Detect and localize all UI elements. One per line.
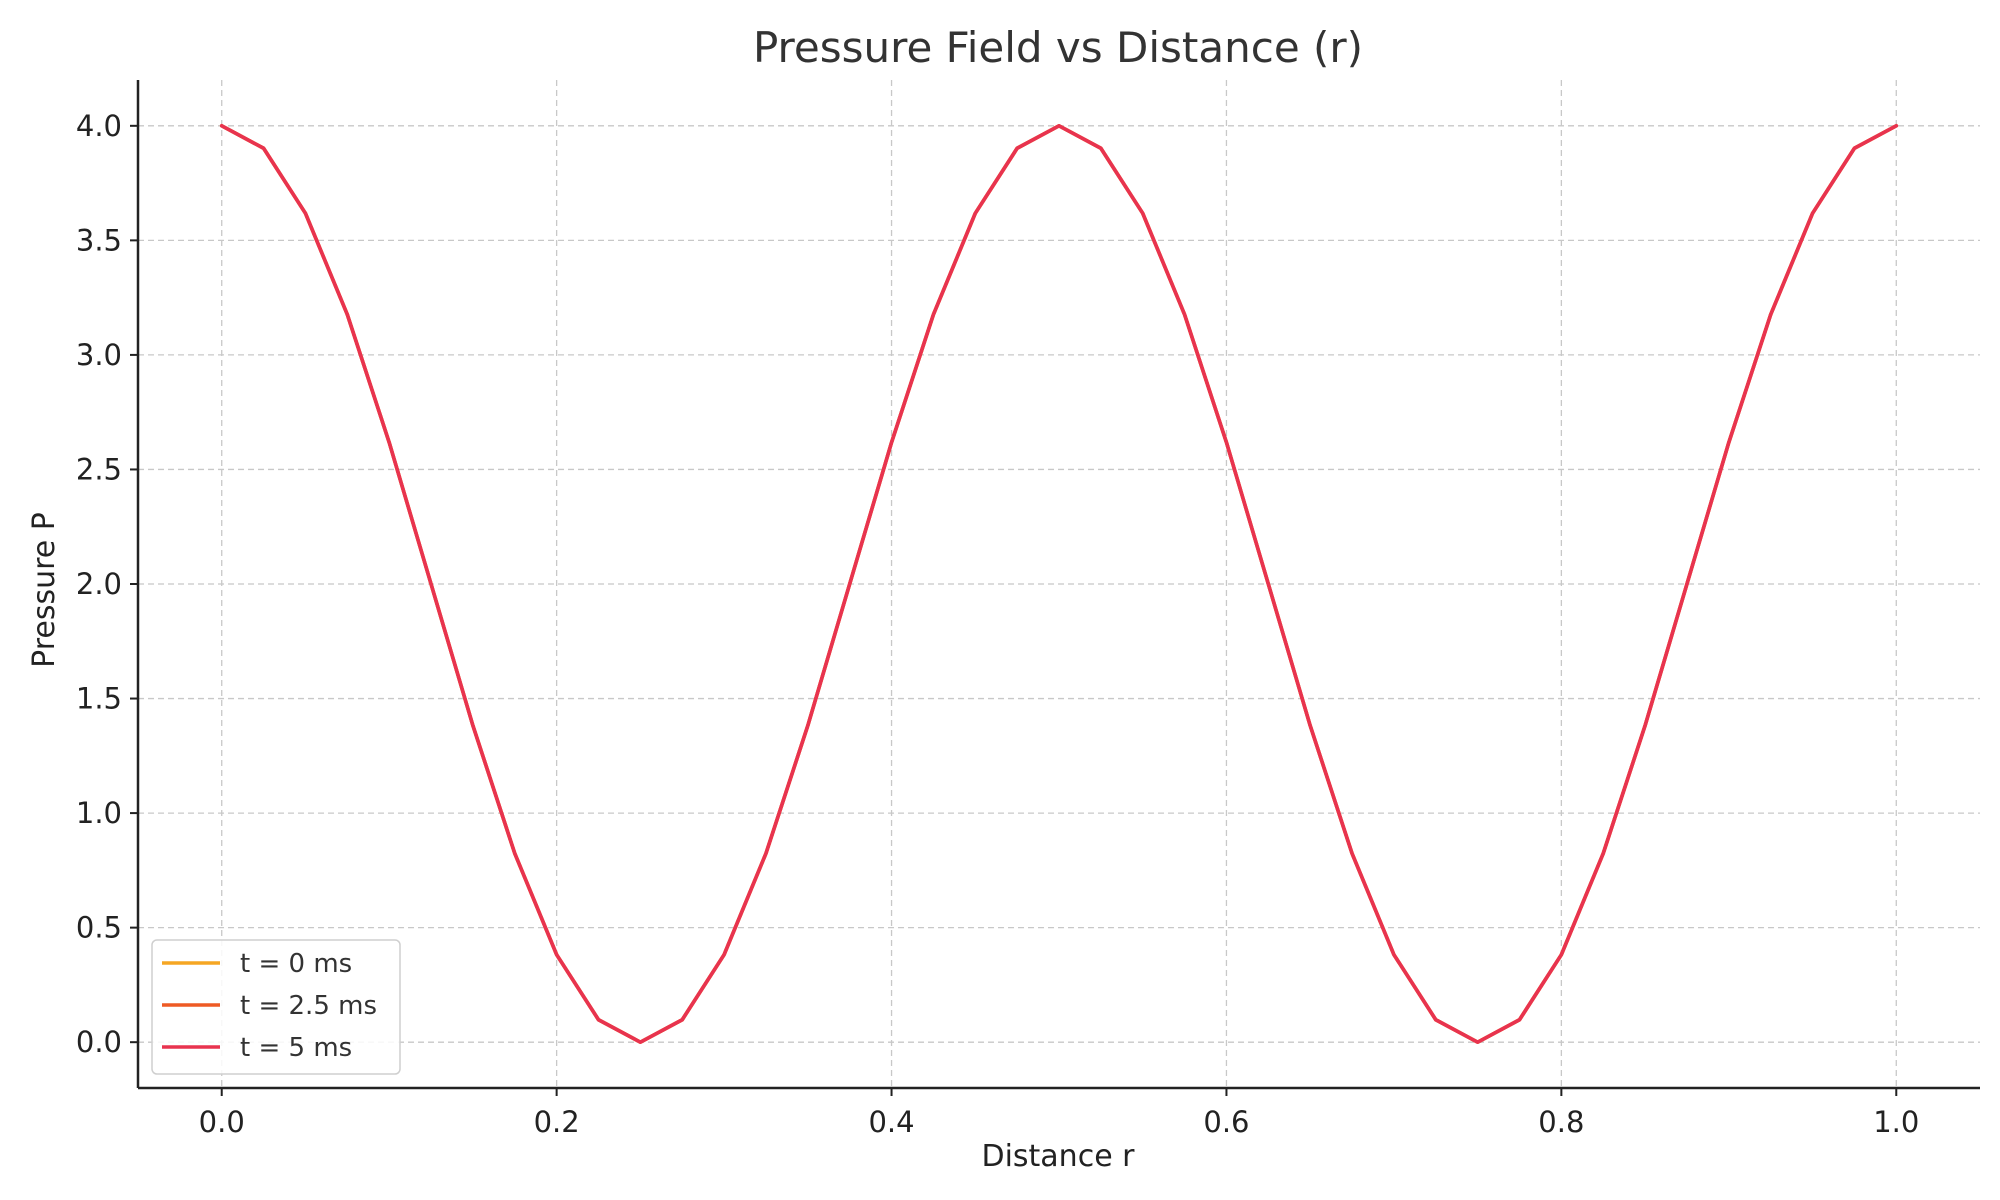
y-tick-label: 3.5 (76, 223, 122, 257)
legend-label: t = 0 ms (240, 949, 352, 979)
y-tick-label: 0.5 (76, 911, 122, 945)
y-tick-label: 0.0 (76, 1025, 122, 1059)
y-tick-label: 2.0 (76, 567, 122, 601)
legend-entries: t = 0 ms t = 2.5 ms t = 5 ms (162, 949, 377, 1063)
legend-box (151, 939, 401, 1075)
legend: t = 0 ms t = 2.5 ms t = 5 ms (151, 939, 401, 1075)
series-line-2 (219, 124, 1899, 1044)
grid (138, 80, 1980, 1088)
x-tick-label: 1.0 (1873, 1105, 1919, 1139)
y-tick-label: 1.0 (76, 796, 122, 830)
tick-labels: 0.0 0.2 0.4 0.6 0.8 1.0 0.0 0.5 1.0 1.5 2.0 2.5 3.0 3… (76, 109, 1919, 1139)
x-tick-label: 0.0 (199, 1105, 245, 1139)
x-tick-label: 0.4 (868, 1105, 914, 1139)
x-tick-label: 0.2 (534, 1105, 580, 1139)
y-axis-label: Pressure P (27, 512, 62, 668)
y-tick-label: 4.0 (76, 109, 122, 143)
series-lines (219, 124, 1899, 1044)
y-tick-label: 1.5 (76, 682, 122, 716)
axes (130, 80, 1980, 1096)
y-tick-label: 2.5 (76, 452, 122, 486)
x-tick-label: 0.8 (1538, 1105, 1584, 1139)
chart-title: Pressure Field vs Distance (r) (753, 23, 1363, 72)
x-tick-label: 0.6 (1203, 1105, 1249, 1139)
legend-label: t = 2.5 ms (240, 991, 377, 1021)
y-tick-label: 3.0 (76, 338, 122, 372)
x-axis-label: Distance r (981, 1139, 1135, 1174)
legend-label: t = 5 ms (240, 1033, 352, 1063)
